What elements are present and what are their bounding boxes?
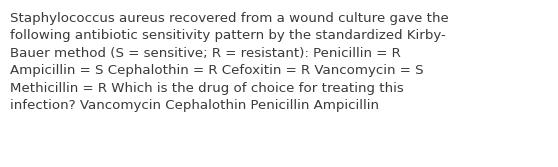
Text: Staphylococcus aureus recovered from a wound culture gave the
following antibiot: Staphylococcus aureus recovered from a w… — [10, 12, 449, 112]
